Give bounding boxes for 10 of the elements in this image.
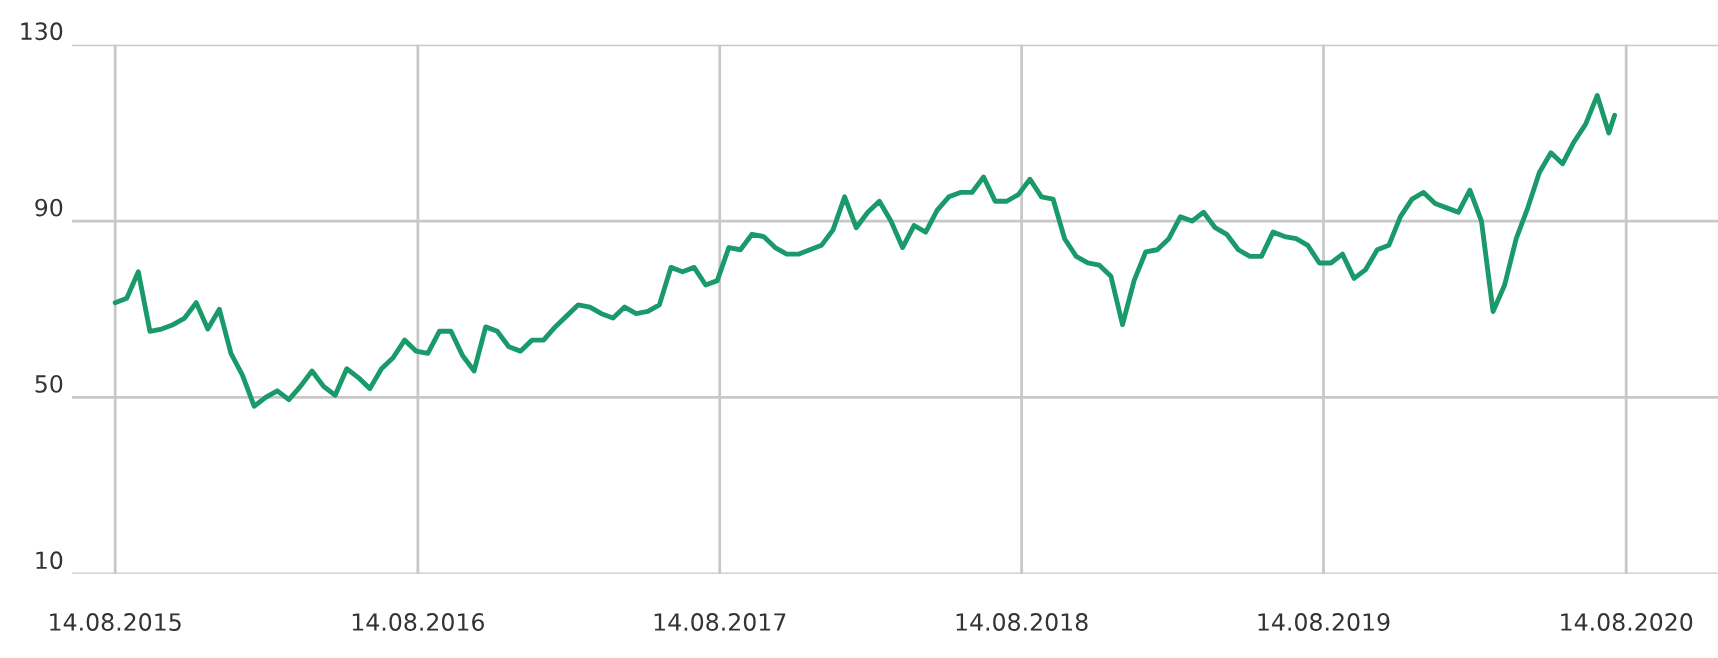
x-tick-label: 14.08.2017 bbox=[654, 613, 786, 631]
x-tick-label: 14.08.2015 bbox=[50, 613, 181, 631]
x-tick-label: 14.08.2020 bbox=[1561, 613, 1693, 631]
x-tick-label: 14.08.2016 bbox=[352, 613, 484, 631]
y-tick-label: 50 bbox=[35, 375, 63, 393]
x-tick-label: 14.08.2019 bbox=[1258, 613, 1390, 631]
y-tick-label: 130 bbox=[21, 22, 63, 41]
y-tick-label: 10 bbox=[36, 551, 63, 570]
x-tick-label: 14.08.2018 bbox=[956, 613, 1088, 631]
y-tick-label: 90 bbox=[35, 198, 63, 217]
